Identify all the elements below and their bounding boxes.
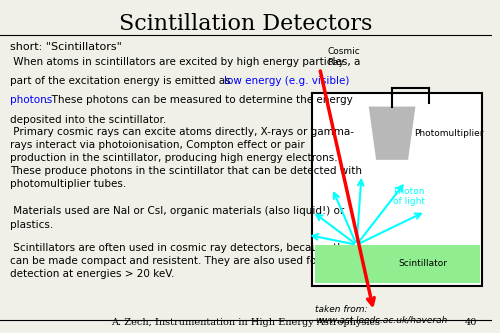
Text: photons: photons: [10, 95, 52, 105]
Text: 40: 40: [464, 318, 477, 327]
Text: Scintillation Detectors: Scintillation Detectors: [119, 13, 372, 35]
Text: When atoms in scintillators are excited by high energy particles, a: When atoms in scintillators are excited …: [10, 57, 360, 67]
Text: part of the excitation energy is emitted as: part of the excitation energy is emitted…: [10, 76, 234, 86]
Text: taken from:
www.ast.leeds.ac.uk/haverah: taken from: www.ast.leeds.ac.uk/haverah: [315, 305, 447, 324]
Text: Photon
of light: Photon of light: [394, 187, 426, 206]
Text: Scintillators are often used in cosmic ray detectors, because they
can be made c: Scintillators are often used in cosmic r…: [10, 243, 356, 279]
Text: Primary cosmic rays can excite atoms directly, X-rays or gamma-
rays interact vi: Primary cosmic rays can excite atoms dir…: [10, 127, 362, 189]
Text: Materials used are NaI or CsI, organic materials (also liquid!) or
plastics.: Materials used are NaI or CsI, organic m…: [10, 206, 344, 230]
Text: Cosmic
Ray: Cosmic Ray: [327, 47, 360, 67]
Text: deposited into the scintillator.: deposited into the scintillator.: [10, 115, 166, 125]
Bar: [312, 93, 482, 286]
Polygon shape: [368, 107, 416, 160]
Text: A. Zech, Instrumentation in High Energy Astrophysics: A. Zech, Instrumentation in High Energy …: [112, 318, 380, 327]
Text: low energy (e.g. visible): low energy (e.g. visible): [224, 76, 349, 86]
Bar: [315, 245, 480, 283]
Text: Scintillator: Scintillator: [398, 259, 447, 268]
Text: short: "Scintillators": short: "Scintillators": [10, 42, 122, 52]
Text: . These photons can be measured to determine the energy: . These photons can be measured to deter…: [46, 95, 353, 105]
Text: Photomultiplier: Photomultiplier: [414, 129, 484, 138]
